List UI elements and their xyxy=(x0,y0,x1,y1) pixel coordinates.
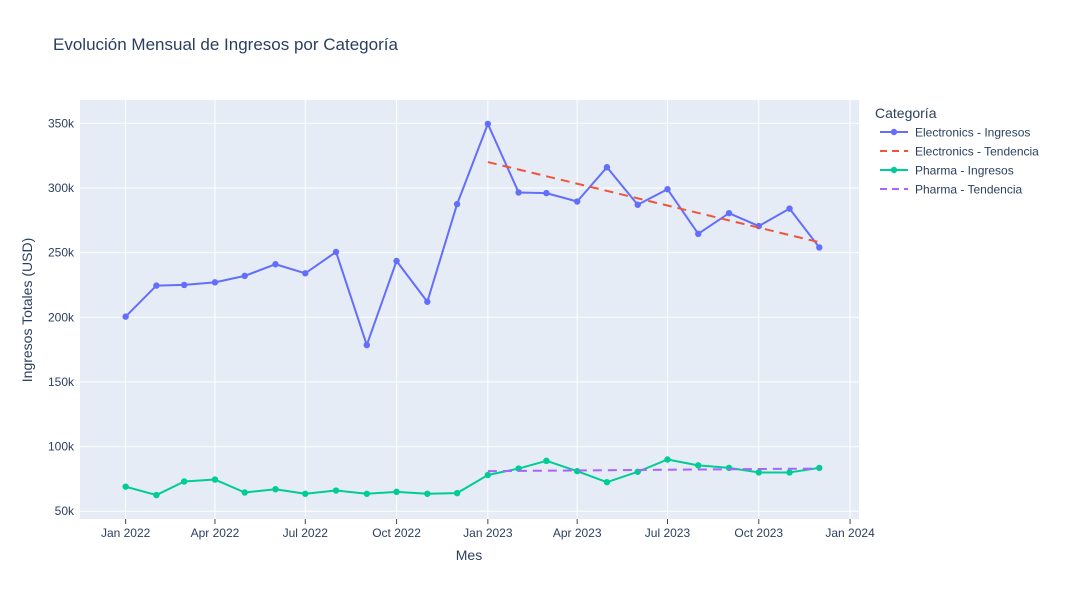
x-tick-label: Jan 2023 xyxy=(463,526,513,540)
pharma-ingresos-point xyxy=(153,491,160,499)
y-tick-label: 150k xyxy=(48,375,75,389)
pharma-ingresos-point xyxy=(543,457,550,465)
electronics-ingresos-point xyxy=(725,209,733,217)
pharma-ingresos-point xyxy=(241,489,248,496)
pharma-ingresos-point xyxy=(424,490,431,497)
y-tick-label: 100k xyxy=(48,440,75,454)
legend-label: Electronics - Tendencia xyxy=(915,145,1039,159)
grid xyxy=(80,100,859,519)
y-tick-label: 200k xyxy=(48,310,75,324)
pharma-ingresos-line xyxy=(125,458,820,497)
electronics-ingresos-point xyxy=(153,282,160,289)
pharma-ingresos-point xyxy=(363,490,370,497)
y-tick-label: 250k xyxy=(48,246,75,260)
pharma-ingresos-point xyxy=(180,478,188,485)
x-tick-label: Jan 2024 xyxy=(825,526,875,540)
electronics-ingresos-point xyxy=(363,341,370,349)
x-axis-ticks: Jan 2022 Apr 2022 Jul 2022 Oct 2022 Jan 2023… xyxy=(101,519,875,540)
y-tick-label: 50k xyxy=(55,504,75,518)
electronics-ingresos-point xyxy=(603,164,611,171)
x-axis-title: Mes xyxy=(456,547,482,563)
y-axis-title: Ingresos Totales (USD) xyxy=(19,238,35,382)
electronics-ingresos-point xyxy=(786,205,793,212)
electronics-ingresos-point xyxy=(180,281,188,289)
legend-label: Pharma - Tendencia xyxy=(915,183,1023,197)
y-tick-label: 300k xyxy=(48,181,75,195)
electronics-ingresos-point xyxy=(272,261,279,268)
chart-title: Evolución Mensual de Ingresos por Catego… xyxy=(53,35,398,54)
x-tick-label: Apr 2023 xyxy=(553,526,602,540)
pharma-ingresos-point xyxy=(272,486,279,493)
pharma-tendencia-line xyxy=(487,467,820,473)
pharma-ingresos-point xyxy=(453,489,461,497)
legend-label: Electronics - Ingresos xyxy=(915,126,1030,140)
electronics-ingresos-line xyxy=(124,122,821,347)
electronics-ingresos-point xyxy=(484,120,492,128)
electronics-ingresos-point xyxy=(634,201,641,208)
electronics-ingresos-point xyxy=(241,272,248,280)
legend-title: Categoría xyxy=(875,105,937,121)
x-tick-label: Oct 2023 xyxy=(734,526,783,540)
electronics-ingresos-point xyxy=(816,244,823,251)
electronics-ingresos-point xyxy=(695,230,702,238)
pharma-ingresos-point xyxy=(786,469,793,476)
pharma-ingresos-point xyxy=(393,488,400,496)
legend-label: Pharma - Ingresos xyxy=(915,164,1014,178)
electronics-ingresos-point xyxy=(424,298,431,305)
electronics-ingresos-point xyxy=(122,313,129,320)
legend: Categoría Electronics - Ingresos Electron… xyxy=(875,105,1039,197)
electronics-ingresos-point xyxy=(302,270,309,277)
pharma-ingresos-point xyxy=(603,478,611,486)
pharma-ingresos-point xyxy=(484,471,492,479)
y-axis-ticks: 50k 100k 150k 200k 250k 300k 350k xyxy=(48,116,75,518)
electronics-ingresos-point xyxy=(543,189,550,197)
x-tick-label: Jul 2022 xyxy=(283,526,329,540)
electronics-ingresos-point xyxy=(453,200,461,208)
pharma-ingresos-point xyxy=(122,483,129,490)
electronics-ingresos-point xyxy=(573,198,581,205)
electronics-ingresos-point xyxy=(332,248,340,256)
electronics-ingresos-point xyxy=(515,189,522,196)
pharma-ingresos-point xyxy=(755,469,762,476)
electronics-tendencia-line xyxy=(487,161,820,244)
y-tick-label: 350k xyxy=(48,116,75,130)
pharma-ingresos-point xyxy=(664,456,671,463)
legend-marker-pharma-ingresos xyxy=(890,166,898,174)
pharma-ingresos-point xyxy=(211,476,219,483)
x-tick-label: Oct 2022 xyxy=(372,526,421,540)
x-tick-label: Apr 2022 xyxy=(191,526,240,540)
electronics-ingresos-point xyxy=(664,186,671,193)
legend-marker-electronics-ingresos xyxy=(890,128,898,136)
pharma-ingresos-point xyxy=(332,487,340,494)
x-tick-label: Jan 2022 xyxy=(101,526,151,540)
x-tick-label: Jul 2023 xyxy=(645,526,691,540)
pharma-ingresos-point xyxy=(302,490,309,497)
pharma-ingresos-point xyxy=(695,462,702,469)
electronics-ingresos-point xyxy=(393,257,400,265)
electronics-ingresos-point xyxy=(211,279,219,286)
plot-area xyxy=(80,100,859,519)
series-layer xyxy=(122,120,823,499)
pharma-ingresos-point xyxy=(816,464,823,472)
